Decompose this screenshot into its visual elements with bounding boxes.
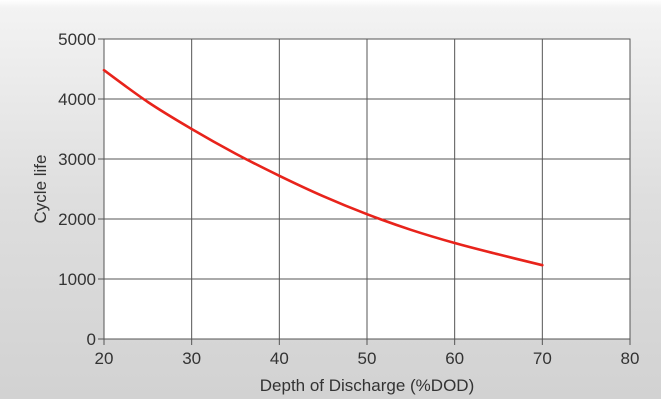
y-axis-ticks: 0 1000 2000 3000 4000 5000	[58, 30, 96, 349]
x-tick-label: 20	[95, 349, 114, 368]
x-tick-label: 30	[182, 349, 201, 368]
x-axis-ticks: 20 30 40 50 60 70 80	[95, 349, 640, 368]
y-tick-label: 0	[87, 330, 96, 349]
y-tick-label: 4000	[58, 90, 96, 109]
y-tick-label: 3000	[58, 150, 96, 169]
x-axis-title: Depth of Discharge (%DOD)	[260, 376, 474, 395]
series-group	[102, 68, 544, 267]
y-tick-label: 2000	[58, 210, 96, 229]
y-tick-label: 5000	[58, 30, 96, 49]
y-axis-title: Cycle life	[31, 155, 50, 224]
y-tick-label: 1000	[58, 270, 96, 289]
cycle-life-line	[102, 68, 544, 267]
x-tick-label: 80	[621, 349, 640, 368]
x-tick-label: 40	[270, 349, 289, 368]
grid	[98, 38, 631, 345]
x-tick-label: 60	[445, 349, 464, 368]
x-tick-label: 70	[533, 349, 552, 368]
x-tick-label: 50	[358, 349, 377, 368]
